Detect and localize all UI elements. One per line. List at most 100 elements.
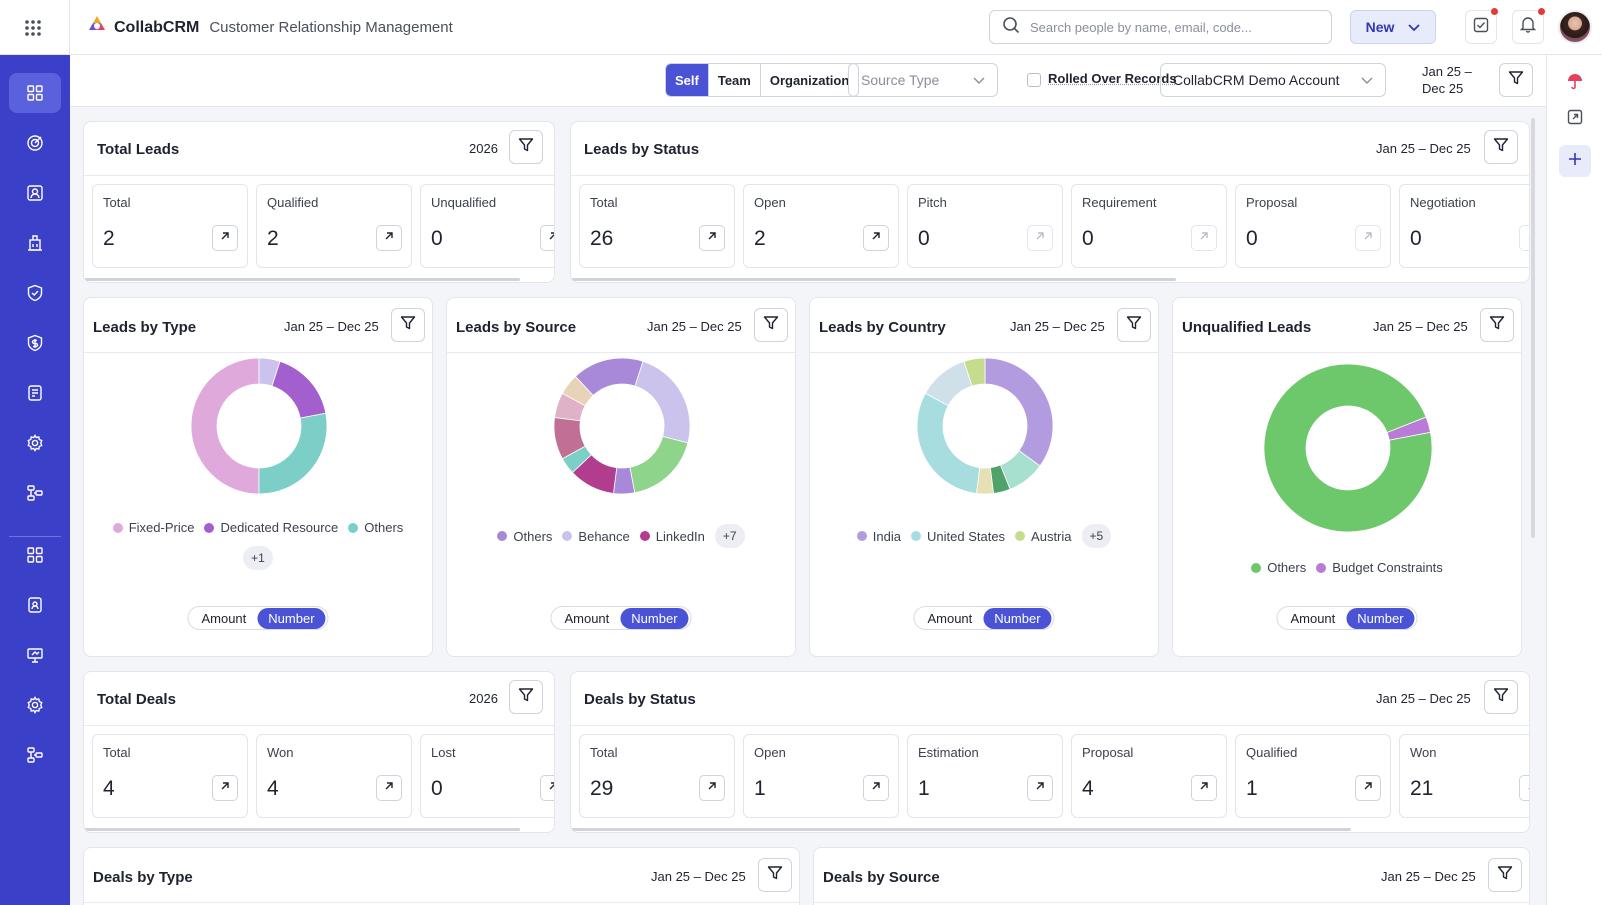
legend-item[interactable]: Others bbox=[348, 520, 403, 535]
toggle-amount[interactable]: Amount bbox=[1290, 610, 1336, 626]
horizontal-scrollbar[interactable] bbox=[84, 278, 520, 281]
legend-more-badge[interactable]: +5 bbox=[1081, 524, 1112, 548]
donut-slice[interactable] bbox=[1386, 416, 1431, 441]
source-type-select[interactable]: Source Type bbox=[848, 63, 998, 97]
open-details-button[interactable] bbox=[1355, 775, 1381, 801]
legend-item[interactable]: Budget Constraints bbox=[1316, 560, 1443, 575]
horizontal-scrollbar[interactable] bbox=[571, 278, 1176, 281]
contact-card-icon[interactable] bbox=[9, 173, 61, 213]
open-details-button[interactable] bbox=[1191, 225, 1217, 251]
scope-organization[interactable]: Organization bbox=[769, 72, 850, 88]
open-external-icon[interactable] bbox=[1559, 101, 1591, 133]
toggle-number[interactable]: Number bbox=[620, 607, 689, 629]
donut-slice[interactable] bbox=[561, 445, 592, 474]
legend-item[interactable]: Austria bbox=[1015, 529, 1072, 544]
horizontal-scrollbar[interactable] bbox=[84, 828, 520, 831]
open-details-button[interactable] bbox=[376, 775, 402, 801]
open-details-button[interactable] bbox=[699, 775, 725, 801]
card-filter-button[interactable] bbox=[1117, 308, 1151, 342]
rolled-over-checkbox[interactable] bbox=[1027, 73, 1041, 87]
rolled-over-label[interactable]: Rolled Over Records bbox=[1048, 71, 1177, 86]
dashboard-icon[interactable] bbox=[9, 73, 61, 113]
legend-more-badge[interactable]: +1 bbox=[243, 546, 273, 570]
target-icon[interactable] bbox=[9, 123, 61, 163]
toggle-number[interactable]: Number bbox=[257, 607, 326, 629]
card-filter-button[interactable] bbox=[1488, 858, 1522, 892]
toggle-number[interactable]: Number bbox=[983, 607, 1052, 629]
building-icon[interactable] bbox=[9, 223, 61, 263]
donut-slice[interactable] bbox=[271, 360, 327, 419]
legend-item[interactable]: Others bbox=[497, 529, 552, 544]
brand[interactable]: CollabCRM Customer Relationship Manageme… bbox=[86, 14, 453, 41]
global-filter-button[interactable] bbox=[1499, 63, 1533, 97]
donut-slice[interactable] bbox=[963, 357, 986, 387]
legend-item[interactable]: India bbox=[856, 529, 901, 544]
open-details-button[interactable] bbox=[699, 225, 725, 251]
card-filter-button[interactable] bbox=[1484, 130, 1518, 164]
date-range[interactable]: Jan 25 – Dec 25 bbox=[1422, 63, 1472, 97]
card-filter-button[interactable] bbox=[391, 308, 425, 342]
scope-team[interactable]: Team bbox=[709, 64, 761, 96]
toggle-number[interactable]: Number bbox=[1346, 607, 1415, 629]
tasks-button[interactable] bbox=[1465, 8, 1498, 44]
open-details-button[interactable] bbox=[1027, 775, 1053, 801]
legend-item[interactable]: Others bbox=[1251, 560, 1306, 575]
horizontal-scrollbar[interactable] bbox=[571, 828, 1351, 831]
card-filter-button[interactable] bbox=[758, 858, 792, 892]
dollar-shield-icon[interactable] bbox=[9, 323, 61, 363]
legend-item[interactable]: LinkedIn bbox=[639, 529, 705, 544]
notifications-button[interactable] bbox=[1512, 8, 1545, 44]
donut-slice[interactable] bbox=[258, 412, 328, 495]
open-details-button[interactable] bbox=[540, 775, 554, 801]
donut-slice[interactable] bbox=[1263, 363, 1433, 533]
page-scrollbar[interactable] bbox=[1531, 118, 1535, 538]
card-filter-button[interactable] bbox=[754, 308, 788, 342]
notes-icon[interactable] bbox=[9, 373, 61, 413]
card-filter-button[interactable] bbox=[509, 130, 543, 164]
toggle-amount[interactable]: Amount bbox=[927, 610, 973, 626]
presentation-icon[interactable] bbox=[9, 635, 61, 675]
legend-item[interactable]: Fixed-Price bbox=[112, 520, 194, 535]
open-details-button[interactable] bbox=[540, 225, 554, 251]
donut-slice[interactable] bbox=[634, 360, 691, 444]
scope-self[interactable]: Self bbox=[666, 64, 709, 96]
open-details-button[interactable] bbox=[212, 225, 238, 251]
card-filter-button[interactable] bbox=[1484, 680, 1518, 714]
donut-slice[interactable] bbox=[190, 357, 260, 495]
donut-slice[interactable] bbox=[629, 435, 689, 494]
search-box[interactable] bbox=[989, 10, 1332, 44]
search-input[interactable] bbox=[1030, 19, 1320, 35]
open-details-button[interactable] bbox=[863, 225, 889, 251]
open-details-button[interactable] bbox=[1519, 225, 1529, 251]
add-widget-button[interactable] bbox=[1559, 145, 1591, 177]
toggle-amount[interactable]: Amount bbox=[201, 610, 247, 626]
open-details-button[interactable] bbox=[1519, 775, 1529, 801]
account-select[interactable]: CollabCRM Demo Account bbox=[1160, 63, 1386, 97]
open-details-button[interactable] bbox=[1355, 225, 1381, 251]
new-button[interactable]: New bbox=[1350, 10, 1436, 44]
id-badge-icon[interactable] bbox=[9, 585, 61, 625]
donut-slice[interactable] bbox=[984, 357, 1054, 467]
open-details-button[interactable] bbox=[863, 775, 889, 801]
open-details-button[interactable] bbox=[212, 775, 238, 801]
shield-check-icon[interactable] bbox=[9, 273, 61, 313]
settings-icon[interactable] bbox=[9, 423, 61, 463]
open-details-button[interactable] bbox=[1191, 775, 1217, 801]
open-details-button[interactable] bbox=[376, 225, 402, 251]
toggle-amount[interactable]: Amount bbox=[564, 610, 610, 626]
open-details-button[interactable] bbox=[1027, 225, 1053, 251]
user-avatar[interactable] bbox=[1558, 10, 1592, 44]
legend-item[interactable]: Dedicated Resource bbox=[204, 520, 338, 535]
gear-icon[interactable] bbox=[9, 685, 61, 725]
card-filter-button[interactable] bbox=[509, 680, 543, 714]
workflow-icon[interactable] bbox=[9, 473, 61, 513]
legend-item[interactable]: United States bbox=[911, 529, 1005, 544]
legend-more-badge[interactable]: +7 bbox=[714, 524, 745, 548]
donut-slice[interactable] bbox=[916, 392, 981, 494]
legend-item[interactable]: Behance bbox=[562, 529, 630, 544]
apps-icon[interactable] bbox=[9, 535, 61, 575]
app-launcher-icon[interactable] bbox=[18, 16, 48, 40]
card-filter-button[interactable] bbox=[1480, 308, 1514, 342]
flow-icon[interactable] bbox=[9, 735, 61, 775]
umbrella-icon[interactable] bbox=[1559, 65, 1591, 97]
